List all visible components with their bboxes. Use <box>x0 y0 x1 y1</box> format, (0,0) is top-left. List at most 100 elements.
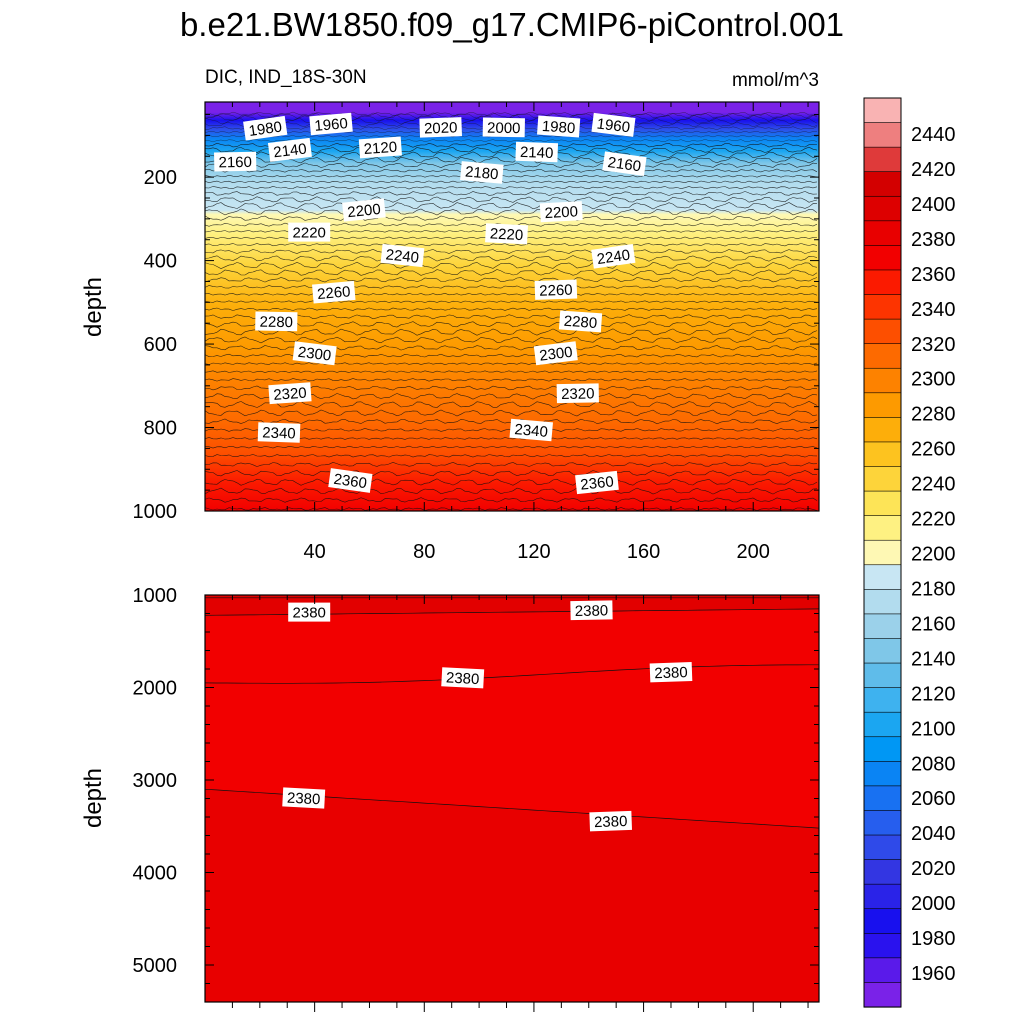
colorbar-swatch <box>863 785 902 812</box>
contour-line <box>205 461 818 467</box>
contour-label-box <box>649 661 693 683</box>
contour-label-box <box>288 222 331 242</box>
y-tick-label: 800 <box>144 418 177 440</box>
contour-label-text: 2360 <box>333 471 368 492</box>
contour-label-box <box>342 198 386 222</box>
colorbar-tick-label: 2020 <box>911 858 956 880</box>
upper-axis-ticks: 200 400 600 800 1000 40 80 120 160 200 <box>133 102 819 563</box>
contour-label-box <box>589 810 633 832</box>
contour-line <box>205 362 818 366</box>
colorbar-tick-label: 2000 <box>911 893 956 915</box>
contour-label-box <box>460 161 504 184</box>
contour-label-text: 2380 <box>446 669 480 688</box>
contour-label: 2240 <box>591 243 636 269</box>
colorbar-swatch <box>863 908 902 934</box>
contour-label-box <box>292 341 337 366</box>
contour-label-box <box>509 418 553 442</box>
colorbar-tick-label: 2340 <box>911 299 956 321</box>
contour-line <box>205 215 818 222</box>
contour-label: 2120 <box>358 136 402 159</box>
colorbar-tick-label: 2280 <box>911 404 956 426</box>
contour-label: 2300 <box>533 341 578 366</box>
lower-panel: 2380 2380 2380 2380 2380 2380 1000 2000 3000 400… <box>80 585 820 1012</box>
contour-label: 2380 <box>282 787 326 809</box>
contour-label-box <box>268 382 312 405</box>
contour-label-box <box>257 422 301 443</box>
contour-label-box <box>214 151 257 172</box>
contour-label-text: 2020 <box>424 119 458 137</box>
colorbar-tick-label: 2120 <box>911 683 956 705</box>
colorbar-swatch <box>863 490 902 517</box>
colorbar-swatch <box>863 122 902 148</box>
contour-label-text: 2380 <box>654 664 688 682</box>
colorbar-swatch <box>863 466 902 492</box>
contour-fill <box>205 789 819 1002</box>
contour-label-text: 2200 <box>347 201 382 221</box>
colorbar-tick-label: 2100 <box>911 718 956 740</box>
colorbar-tick-label: 2440 <box>911 124 956 146</box>
contour-label: 2320 <box>268 382 312 405</box>
contour-label-box <box>602 151 647 177</box>
contour-line <box>205 487 818 495</box>
contour-label: 2280 <box>558 310 603 333</box>
colorbar-tick-label: 2140 <box>911 648 956 670</box>
contour-label-box <box>358 136 402 159</box>
colorbar-swatch <box>863 367 902 394</box>
colorbar <box>863 97 902 1008</box>
contour-label-box <box>575 470 619 495</box>
contour-line <box>205 470 818 477</box>
contour-label-box <box>558 310 603 333</box>
contour-label-box <box>282 787 326 809</box>
contour-label: 2320 <box>556 383 599 404</box>
colorbar-tick-label: 2320 <box>911 334 956 356</box>
contour-line <box>205 276 818 283</box>
contour-label-text: 2320 <box>273 385 307 404</box>
colorbar-swatch <box>863 97 902 124</box>
contour-label-text: 2260 <box>316 283 351 303</box>
contour-label: 1960 <box>591 112 636 137</box>
contour-label-text: 2320 <box>561 385 595 403</box>
contour-line <box>205 292 818 296</box>
contour-label-box <box>380 243 425 268</box>
contour-line <box>205 112 818 119</box>
contour-label: 2260 <box>534 279 578 300</box>
contour-label-text: 2220 <box>293 225 326 242</box>
contour-line <box>205 478 818 486</box>
contour-label-box <box>309 112 353 136</box>
colorbar-swatch <box>863 736 902 762</box>
contour-line <box>205 242 818 247</box>
upper-frame <box>204 101 820 512</box>
contour-line <box>205 445 818 449</box>
contour-label-box <box>328 468 373 493</box>
contour-line <box>205 269 818 276</box>
colorbar-swatch <box>863 883 902 910</box>
contour-label: 2280 <box>255 311 298 332</box>
colorbar-tick-label: 2080 <box>911 753 956 775</box>
contour-label: 2160 <box>214 151 257 172</box>
contour-line <box>205 156 818 164</box>
contour-label-text: 2360 <box>580 473 615 493</box>
contour-label-box <box>556 383 599 404</box>
contour-label-text: 2380 <box>287 790 321 809</box>
colorbar-swatch <box>863 982 902 1008</box>
colorbar-tick-label: 1960 <box>911 963 956 985</box>
colorbar-swatch <box>863 441 902 468</box>
contour-label-box <box>441 667 485 689</box>
colorbar-swatch <box>863 859 902 885</box>
y-tick-label: 5000 <box>133 955 178 977</box>
upper-panel: 1980 1960 2020 2000 1980 1960 2140 2120 2160 2140… <box>80 101 820 563</box>
contour-label: 1980 <box>243 115 288 141</box>
contour-label-text: 1960 <box>596 115 631 136</box>
y-tick-label: 1000 <box>133 585 178 607</box>
contour-line <box>205 248 818 254</box>
contour-line <box>205 300 818 303</box>
colorbar-swatch <box>863 220 902 247</box>
contour-label: 2160 <box>602 151 647 177</box>
contour-label-text: 2000 <box>487 120 521 138</box>
contour-label-text: 2280 <box>563 313 597 332</box>
colorbar-tick-label: 2420 <box>911 159 956 181</box>
contour-label-box <box>312 280 356 304</box>
contour-label-box <box>255 311 298 332</box>
units-label: mmol/m^3 <box>732 70 819 91</box>
